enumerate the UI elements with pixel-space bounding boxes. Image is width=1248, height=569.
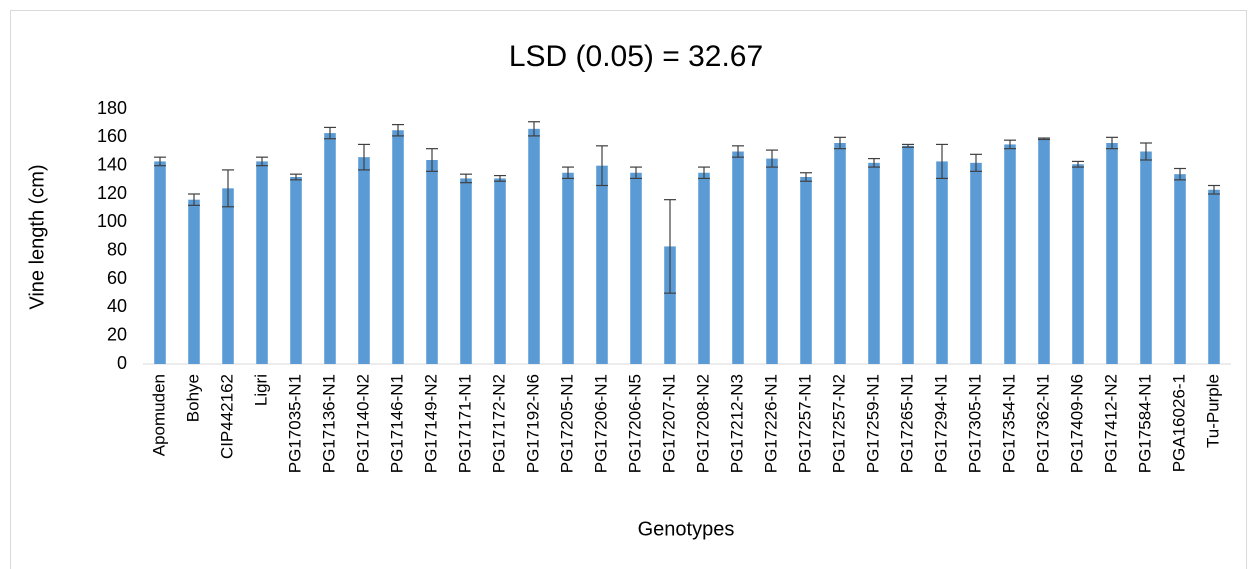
bar <box>256 161 268 364</box>
x-tick-label: PG17294-N1 <box>931 374 950 473</box>
bar <box>1106 143 1118 364</box>
bar <box>154 161 166 364</box>
bar <box>630 172 642 364</box>
bar <box>800 177 812 364</box>
bar <box>834 143 846 364</box>
x-tick-label: PG17146-N1 <box>387 374 406 473</box>
bar <box>936 161 948 364</box>
bar <box>528 128 540 364</box>
x-tick-label: PG17226-N1 <box>761 374 780 473</box>
bar <box>1174 174 1186 364</box>
x-axis-label: Genotypes <box>638 518 735 540</box>
x-tick-label: PG17305-N1 <box>965 374 984 473</box>
x-tick-label: PG17257-N1 <box>795 374 814 473</box>
x-tick-label: PG17206-N1 <box>591 374 610 473</box>
bar <box>494 178 506 364</box>
bar <box>324 133 336 364</box>
bar <box>392 130 404 364</box>
x-tick-label: PG17171-N1 <box>455 374 474 473</box>
x-tick-label: PG17140-N2 <box>353 374 372 473</box>
bar <box>1072 164 1084 364</box>
x-tick-label: PG17136-N1 <box>319 374 338 473</box>
x-tick-label: PG17265-N1 <box>897 374 916 473</box>
bar <box>188 199 200 364</box>
bar <box>460 178 472 364</box>
y-tick-label: 120 <box>97 183 127 203</box>
bar <box>664 246 676 364</box>
x-tick-label: Apomuden <box>149 374 168 456</box>
x-tick-label: PG17172-N2 <box>489 374 508 473</box>
x-tick-label: PG17192-N6 <box>523 374 542 473</box>
y-tick-label: 60 <box>107 268 127 288</box>
chart-frame <box>10 10 1247 569</box>
bar <box>1004 144 1016 364</box>
x-tick-label: Bohye <box>183 374 202 422</box>
y-tick-label: 20 <box>107 324 127 344</box>
x-tick-label: PG17412-N2 <box>1101 374 1120 473</box>
y-tick-label: 180 <box>97 98 127 118</box>
x-tick-label: PG17035-N1 <box>285 374 304 473</box>
chart-title: LSD (0.05) = 32.67 <box>509 40 763 73</box>
y-tick-label: 0 <box>117 353 127 373</box>
x-tick-label: PG17409-N6 <box>1067 374 1086 473</box>
x-tick-label: PG17149-N2 <box>421 374 440 473</box>
bar <box>222 188 234 364</box>
bar <box>1208 189 1220 364</box>
y-axis-label: Vine length (cm) <box>26 164 48 309</box>
x-tick-label: PG17354-N1 <box>999 374 1018 473</box>
bar <box>358 157 370 364</box>
y-tick-label: 40 <box>107 296 127 316</box>
x-tick-label: Ligri <box>251 374 270 406</box>
bar <box>290 177 302 364</box>
y-tick-label: 80 <box>107 239 127 259</box>
y-tick-label: 140 <box>97 154 127 174</box>
x-tick-label: PG17584-N1 <box>1135 374 1154 473</box>
x-tick-label: PG17257-N2 <box>829 374 848 473</box>
y-tick-label: 160 <box>97 126 127 146</box>
bar <box>562 172 574 364</box>
x-tick-label: PG17207-N1 <box>659 374 678 473</box>
x-tick-label: PG17208-N2 <box>693 374 712 473</box>
bar <box>766 158 778 364</box>
x-tick-label: PG17362-N1 <box>1033 374 1052 473</box>
bar <box>1038 138 1050 364</box>
x-tick-label: PG17206-N5 <box>625 374 644 473</box>
x-tick-label: PG17205-N1 <box>557 374 576 473</box>
bar <box>596 165 608 364</box>
bar <box>1140 151 1152 364</box>
bar <box>698 172 710 364</box>
x-tick-label: CIP442162 <box>217 374 236 459</box>
bar <box>426 160 438 364</box>
x-tick-label: PG17259-N1 <box>863 374 882 473</box>
x-tick-label: Tu-Purple <box>1203 374 1222 448</box>
bar <box>970 162 982 364</box>
bar <box>732 151 744 364</box>
bar <box>902 145 914 364</box>
y-tick-label: 100 <box>97 211 127 231</box>
bar <box>868 162 880 364</box>
x-tick-label: PG17212-N3 <box>727 374 746 473</box>
x-tick-label: PGA16026-1 <box>1169 374 1188 472</box>
